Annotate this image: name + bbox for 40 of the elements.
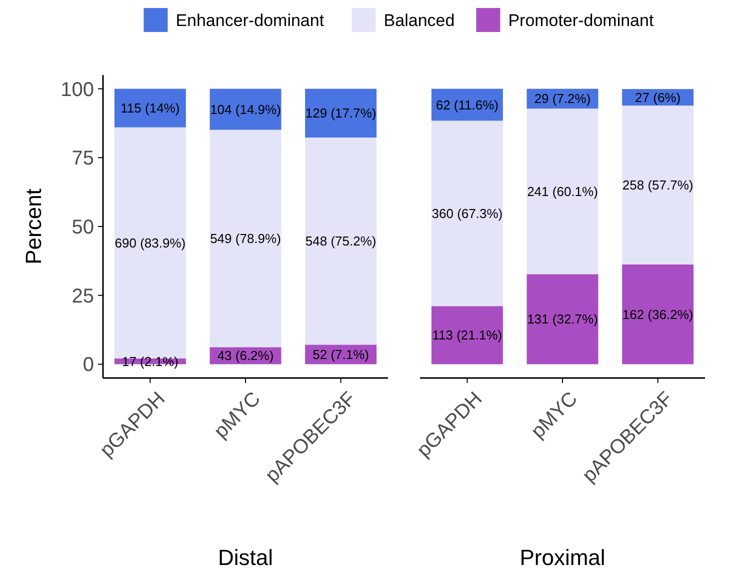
data-label: 43 (6.2%)	[217, 348, 274, 364]
data-label: 52 (7.1%)	[312, 347, 370, 362]
bar	[305, 138, 377, 345]
bar	[114, 88, 186, 128]
bar	[431, 306, 503, 364]
data-label: 129 (17.7%)	[305, 106, 376, 121]
data-label: 29 (7.2%)	[534, 91, 591, 106]
data-label: 62 (11.6%)	[436, 97, 499, 112]
data-label: 549 (78.9%)	[210, 231, 281, 246]
legend-label: Promoter-dominant	[508, 10, 654, 30]
bar	[622, 264, 694, 364]
y-tick-label: 50	[72, 216, 94, 238]
y-tick-label: 0	[82, 354, 94, 376]
bar	[210, 130, 282, 348]
data-label: 241 (60.1%)	[527, 184, 598, 199]
bar	[210, 88, 282, 130]
data-label: 162 (36.2%)	[622, 306, 694, 322]
bar	[431, 120, 503, 306]
bar	[622, 106, 694, 265]
y-tick-label: 100	[60, 78, 94, 101]
data-label: 690 (83.9%)	[114, 235, 186, 250]
legend-label: Enhancer-dominant	[176, 10, 324, 30]
data-label: 104 (14.9%)	[210, 102, 281, 117]
legend-label: Balanced	[384, 10, 455, 30]
y-tick-label: 75	[72, 148, 94, 170]
data-label: 113 (21.1%)	[432, 328, 502, 343]
bar	[114, 127, 186, 358]
bar	[526, 108, 598, 274]
data-label: 258 (57.7%)	[622, 178, 694, 193]
y-axis-title: Percent	[21, 188, 46, 264]
data-label: 115 (14%)	[120, 100, 180, 116]
data-label: 27 (6%)	[635, 90, 681, 105]
data-label: 131 (32.7%)	[527, 312, 598, 327]
bar	[305, 88, 377, 138]
bar	[526, 274, 598, 364]
data-label: 360 (67.3%)	[432, 206, 503, 221]
data-label: 548 (75.2%)	[305, 234, 376, 249]
x-axis-title: Distal	[218, 545, 274, 570]
y-tick-label: 25	[72, 285, 94, 308]
x-axis-title: Proximal	[520, 545, 606, 570]
